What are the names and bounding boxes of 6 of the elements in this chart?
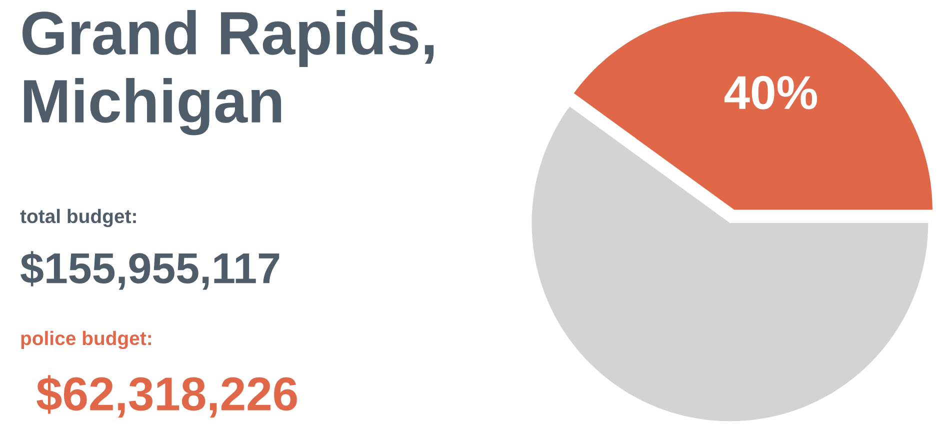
data-label: 40% xyxy=(724,76,818,110)
text: police budget: xyxy=(21,330,151,350)
text: $155,955,117 xyxy=(20,251,280,290)
text: total budget: xyxy=(20,208,136,228)
text: $62,318,226 xyxy=(36,375,297,418)
text: Grand Rapids, Michigan xyxy=(22,10,434,136)
